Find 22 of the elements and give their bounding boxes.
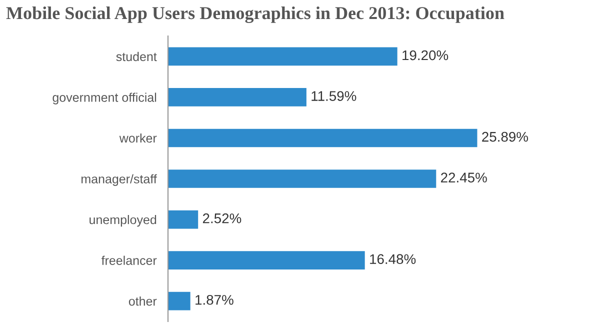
bar: [168, 128, 478, 148]
data-label: 16.48%: [370, 254, 416, 264]
chart-title: Mobile Social App Users Demographics in Dec 2013: Occupation: [6, 6, 504, 24]
y-tick-label: student: [116, 52, 157, 62]
data-label: 25.89%: [482, 132, 528, 142]
y-tick-label: worker: [119, 133, 157, 143]
bar: [168, 210, 198, 229]
data-label: 11.59%: [312, 91, 356, 101]
y-tick-label: other: [128, 296, 157, 306]
data-label: 22.45%: [441, 172, 487, 182]
y-tick-label: unemployed: [90, 214, 156, 227]
bar: [168, 251, 365, 270]
y-tick-label: manager/staff: [82, 174, 157, 186]
data-label: 1.87%: [196, 294, 234, 305]
bar: [168, 88, 306, 106]
bar: [168, 170, 436, 188]
data-label: 2.52%: [202, 213, 242, 224]
y-tick-label: freelancer: [101, 256, 157, 265]
bar: [168, 47, 398, 66]
y-tick-label: government official: [52, 92, 156, 104]
bar: [168, 292, 190, 310]
data-label: 19.20%: [402, 50, 448, 60]
